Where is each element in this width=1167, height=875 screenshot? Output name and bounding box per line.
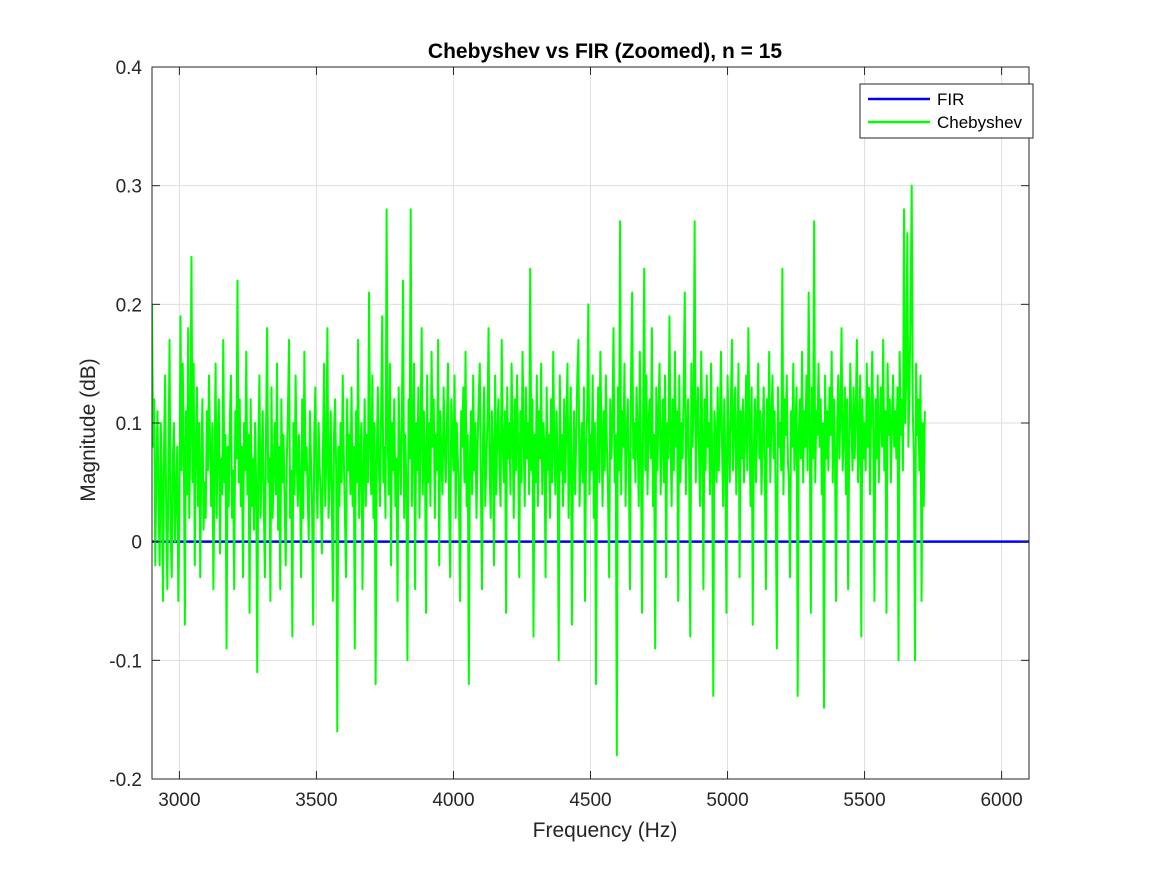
y-tick-label: 0.2 xyxy=(116,295,142,316)
y-tick-labels: -0.2 -0.1 0 0.1 0.2 0.3 0.4 xyxy=(109,58,142,791)
legend-label-fir: FIR xyxy=(937,90,964,109)
legend-label-chebyshev: Chebyshev xyxy=(937,113,1023,132)
x-tick-label: 5000 xyxy=(706,790,748,811)
legend-box xyxy=(859,83,1034,139)
series-layer xyxy=(152,184,1029,757)
y-tick-label: 0.4 xyxy=(116,58,143,79)
x-tick-label: 3500 xyxy=(295,790,337,811)
x-tick-label: 4500 xyxy=(569,790,611,811)
x-axis-label: Frequency (Hz) xyxy=(533,819,678,842)
y-tick-label: 0 xyxy=(131,533,142,554)
x-tick-label: 6000 xyxy=(980,790,1022,811)
x-tick-label: 3000 xyxy=(158,790,200,811)
y-tick-label: 0.1 xyxy=(116,414,142,435)
legend: FIR Chebyshev xyxy=(859,83,1034,139)
chart-title: Chebyshev vs FIR (Zoomed), n = 15 xyxy=(428,40,782,63)
x-tick-label: 4000 xyxy=(432,790,474,811)
x-tick-labels: 3000 3500 4000 4500 5000 5500 6000 xyxy=(158,790,1022,811)
x-tick-label: 5500 xyxy=(843,790,885,811)
y-tick-label: 0.3 xyxy=(116,177,142,198)
series-line-chebyshev xyxy=(152,184,926,757)
axis-ticks xyxy=(152,66,1029,780)
y-axis-label: Magnitude (dB) xyxy=(77,358,100,502)
y-tick-label: -0.1 xyxy=(109,651,142,672)
y-tick-label: -0.2 xyxy=(109,770,142,791)
